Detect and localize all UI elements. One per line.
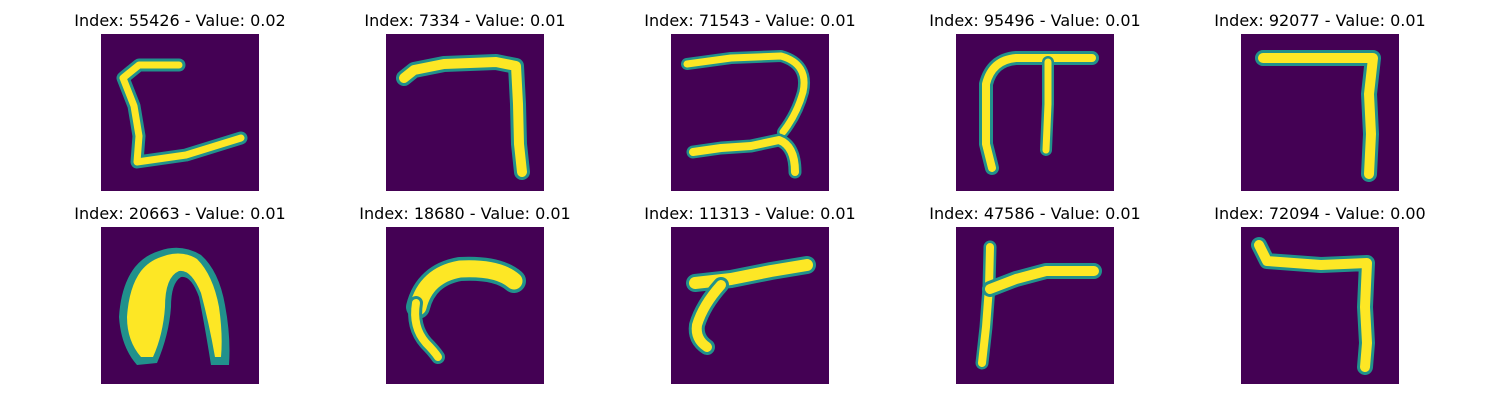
image-panel: Index: 11313 - Value: 0.01 [630,203,870,384]
glyph-image [956,227,1114,384]
panel-title: Index: 47586 - Value: 0.01 [929,204,1141,223]
panel-title: Index: 95496 - Value: 0.01 [929,11,1141,30]
glyph-image [1241,34,1399,191]
glyph-image [671,227,829,384]
image-panel: Index: 47586 - Value: 0.01 [915,203,1155,384]
glyph-image [386,34,544,191]
panel-title: Index: 92077 - Value: 0.01 [1214,11,1426,30]
glyph-image [671,34,829,191]
image-panel: Index: 71543 - Value: 0.01 [630,10,870,191]
image-panel: Index: 7334 - Value: 0.01 [345,10,585,191]
glyph-image [101,227,259,384]
glyph-image [1241,227,1399,384]
image-panel: Index: 92077 - Value: 0.01 [1200,10,1440,191]
image-panel: Index: 18680 - Value: 0.01 [345,203,585,384]
glyph-image [956,34,1114,191]
panel-title: Index: 11313 - Value: 0.01 [644,204,856,223]
panel-title: Index: 7334 - Value: 0.01 [364,11,566,30]
glyph-image [101,34,259,191]
panel-title: Index: 72094 - Value: 0.00 [1214,204,1426,223]
panel-title: Index: 20663 - Value: 0.01 [74,204,286,223]
glyph-image [386,227,544,384]
image-panel: Index: 95496 - Value: 0.01 [915,10,1155,191]
panel-title: Index: 55426 - Value: 0.02 [74,11,286,30]
image-panel: Index: 20663 - Value: 0.01 [60,203,300,384]
panel-title: Index: 71543 - Value: 0.01 [644,11,856,30]
panel-title: Index: 18680 - Value: 0.01 [359,204,571,223]
image-panel: Index: 72094 - Value: 0.00 [1200,203,1440,384]
image-panel: Index: 55426 - Value: 0.02 [60,10,300,191]
